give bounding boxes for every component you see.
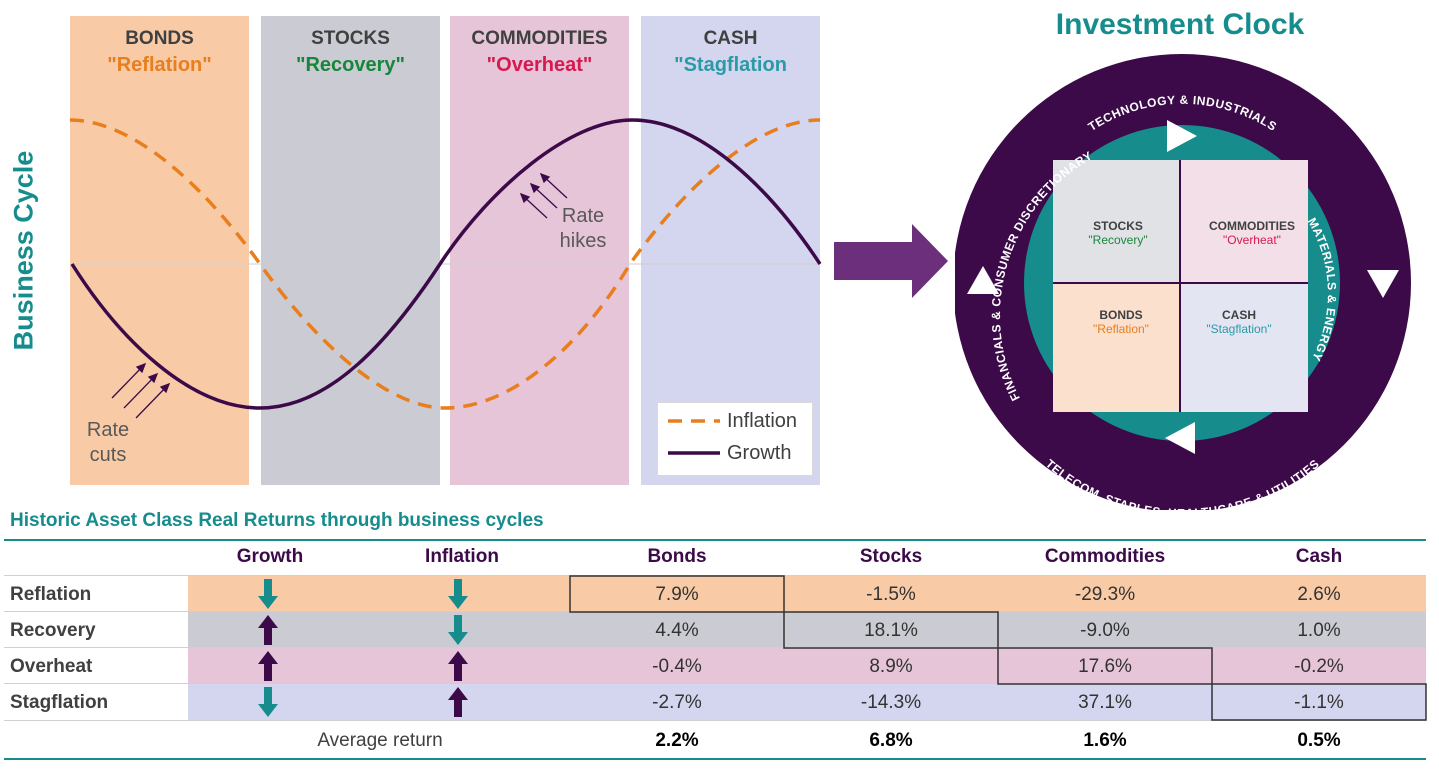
cell-stagflation-stocks: -14.3% bbox=[860, 692, 922, 713]
quadrant-name: BONDS bbox=[1099, 308, 1143, 322]
cell-stagflation-cash: -1.1% bbox=[1294, 692, 1344, 713]
quadrant-bonds: BONDS "Reflation" bbox=[1058, 263, 1184, 389]
transition-arrow-icon bbox=[834, 224, 948, 298]
chart-legend: Inflation Growth bbox=[657, 402, 813, 476]
up-arrow-icon bbox=[448, 651, 468, 681]
quadrant-commodities-bg bbox=[1181, 160, 1308, 282]
average-commodities: 1.6% bbox=[1083, 730, 1127, 751]
cycle-curves bbox=[69, 118, 822, 419]
rate-hike-arrows bbox=[519, 172, 568, 219]
cell-overheat-stocks: 8.9% bbox=[869, 656, 913, 677]
quadrant-cash-bg bbox=[1181, 284, 1308, 412]
quadrant-bonds-bg bbox=[1053, 284, 1179, 412]
cell-stagflation-commodities: 37.1% bbox=[1078, 692, 1132, 713]
phase-name: BONDS bbox=[125, 28, 194, 49]
clock-arrow-right-icon bbox=[1167, 120, 1197, 152]
row-label-overheat: Overheat bbox=[10, 656, 93, 677]
rate-cuts-label: Rate cuts bbox=[86, 419, 130, 466]
average-stocks: 6.8% bbox=[869, 730, 913, 751]
row-label-reflation: Reflation bbox=[10, 584, 92, 605]
row-label-recovery: Recovery bbox=[10, 620, 96, 641]
table-top-rule bbox=[4, 539, 1426, 541]
table-bottom-rule bbox=[4, 758, 1426, 760]
down-arrow-icon bbox=[448, 615, 468, 645]
header-cash: Cash bbox=[1295, 546, 1343, 567]
cell-recovery-commodities: -9.0% bbox=[1080, 620, 1130, 641]
cell-reflation-cash: 2.6% bbox=[1297, 584, 1341, 605]
phase-subtitle: "Recovery" bbox=[295, 54, 406, 76]
up-arrow-icon bbox=[258, 651, 278, 681]
cell-recovery-stocks: 18.1% bbox=[864, 620, 918, 641]
rate-cut-arrows bbox=[111, 362, 171, 419]
quadrant-name: COMMODITIES bbox=[1209, 219, 1295, 233]
cell-overheat-bonds: -0.4% bbox=[652, 656, 702, 677]
quadrant-commodities: COMMODITIES "Overheat" bbox=[1172, 174, 1332, 300]
average-cash: 0.5% bbox=[1297, 730, 1341, 751]
cell-overheat-cash: -0.2% bbox=[1294, 656, 1344, 677]
phase-commodities: COMMODITIES "Overheat" bbox=[450, 16, 629, 485]
phase-subtitle: "Stagflation bbox=[674, 54, 787, 76]
cell-recovery-cash: 1.0% bbox=[1297, 620, 1341, 641]
up-arrow-icon bbox=[258, 615, 278, 645]
cell-reflation-commodities: -29.3% bbox=[1074, 584, 1136, 605]
row-label-stagflation: Stagflation bbox=[10, 692, 109, 713]
investment-clock-title: Investment Clock bbox=[1055, 8, 1305, 41]
quadrant-name: STOCKS bbox=[1093, 219, 1143, 233]
cell-recovery-bonds: 4.4% bbox=[655, 620, 699, 641]
quadrant-cash: CASH "Stagflation" bbox=[1176, 263, 1302, 389]
up-arrow-icon bbox=[448, 687, 468, 717]
quadrant-subtitle: "Overheat" bbox=[1223, 233, 1281, 247]
returns-table-title: Historic Asset Class Real Returns throug… bbox=[10, 510, 544, 531]
header-bonds: Bonds bbox=[647, 546, 707, 567]
down-arrow-icon bbox=[258, 687, 278, 717]
clock-arrow-left-icon bbox=[1165, 422, 1195, 454]
header-growth: Growth bbox=[236, 546, 304, 567]
cell-stagflation-bonds: -2.7% bbox=[652, 692, 702, 713]
quadrant-stocks: STOCKS "Recovery" bbox=[1055, 174, 1181, 300]
inflation-curve bbox=[69, 118, 821, 410]
quadrant-subtitle: "Stagflation" bbox=[1206, 322, 1272, 336]
quadrant-stocks-bg bbox=[1053, 160, 1179, 282]
header-commodities: Commodities bbox=[1044, 546, 1166, 567]
clock-arrow-up-icon bbox=[967, 266, 999, 294]
clock-arrow-down-icon bbox=[1367, 270, 1399, 298]
header-stocks: Stocks bbox=[859, 546, 923, 567]
growth-curve bbox=[70, 118, 822, 410]
header-inflation: Inflation bbox=[425, 546, 499, 567]
phase-name: STOCKS bbox=[311, 28, 390, 49]
phase-stocks: STOCKS "Recovery" bbox=[261, 16, 440, 485]
average-bonds: 2.2% bbox=[655, 730, 699, 751]
legend-swatches bbox=[668, 419, 720, 455]
down-arrow-icon bbox=[448, 579, 468, 609]
phase-name: CASH bbox=[703, 28, 758, 49]
quadrant-name: CASH bbox=[1221, 308, 1256, 322]
phase-subtitle: "Overheat" bbox=[486, 54, 593, 76]
cell-reflation-bonds: 7.9% bbox=[655, 584, 699, 605]
rate-hikes-label: Rate hikes bbox=[559, 205, 607, 252]
quadrant-subtitle: "Recovery" bbox=[1088, 233, 1148, 247]
phase-bonds: BONDS "Reflation" bbox=[70, 16, 249, 485]
cell-reflation-stocks: -1.5% bbox=[866, 584, 916, 605]
legend-inflation: Inflation bbox=[727, 410, 798, 432]
legend-growth: Growth bbox=[727, 442, 792, 464]
down-arrow-icon bbox=[258, 579, 278, 609]
phase-subtitle: "Reflation" bbox=[107, 54, 212, 76]
phase-name: COMMODITIES bbox=[471, 28, 608, 49]
investment-clock-diagram: TECHNOLOGY & INDUSTRIALS TELECOM, STAPLE… bbox=[955, 54, 1411, 510]
quadrant-subtitle: "Reflation" bbox=[1093, 322, 1149, 336]
average-return-label: Average return bbox=[317, 730, 443, 751]
cell-overheat-commodities: 17.6% bbox=[1078, 656, 1132, 677]
